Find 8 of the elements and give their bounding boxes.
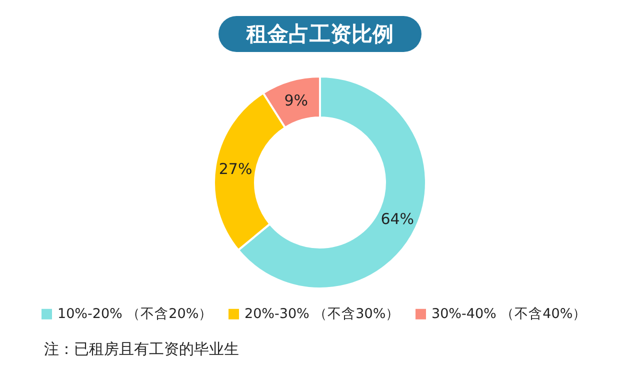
data-label: 64% bbox=[380, 210, 414, 228]
data-label: 27% bbox=[218, 160, 252, 178]
text: 注：已租房且有工资的毕业生 bbox=[44, 340, 239, 359]
chart-title: 租金占工资比例 bbox=[218, 16, 422, 52]
legend-label: 20%-30% （不含30%） bbox=[244, 306, 400, 322]
legend-label: 30%-40% （不含40%） bbox=[432, 306, 587, 322]
legend-label: 10%-20% （不含20%） bbox=[58, 306, 213, 322]
data-label: 9% bbox=[284, 91, 308, 110]
